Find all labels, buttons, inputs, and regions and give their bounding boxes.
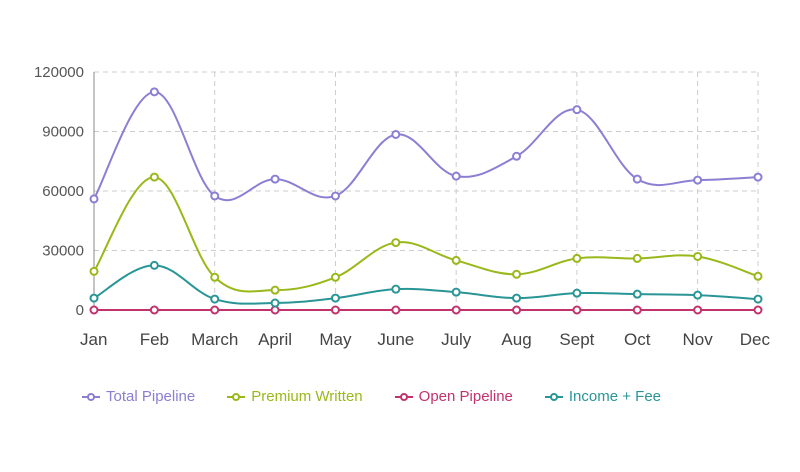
data-point-open-pipeline[interactable] [693,305,703,315]
legend-item-premium-written[interactable]: Premium Written [227,388,363,405]
x-tick-label: Sept [559,330,594,349]
x-tick-label: Dec [740,330,771,349]
data-point-premium-written[interactable] [693,251,703,261]
legend-marker-icon [544,392,563,401]
data-point-income-fee[interactable] [693,290,703,300]
data-point-total-pipeline[interactable] [330,191,340,201]
data-point-income-fee[interactable] [391,284,401,294]
x-tick-label: March [191,330,238,349]
data-point-income-fee[interactable] [512,293,522,303]
legend-label: Open Pipeline [418,388,513,405]
legend-label: Income + Fee [568,388,662,405]
data-point-total-pipeline[interactable] [512,151,522,161]
x-tick-label: June [377,330,414,349]
data-point-premium-written[interactable] [270,285,280,295]
data-point-total-pipeline[interactable] [149,87,159,97]
legend: Total Pipeline Premium Written Open Pipeli… [82,388,661,405]
series-points [89,87,763,315]
x-tick-label: May [319,330,352,349]
data-point-income-fee[interactable] [330,293,340,303]
series-line-total-pipeline [93,90,759,202]
data-point-total-pipeline[interactable] [451,171,461,181]
data-point-open-pipeline[interactable] [391,305,401,315]
data-point-open-pipeline[interactable] [89,305,99,315]
data-point-income-fee[interactable] [149,260,159,270]
data-point-open-pipeline[interactable] [753,305,763,315]
legend-item-total-pipeline[interactable]: Total Pipeline [82,388,195,405]
series-lines [93,90,759,311]
data-point-open-pipeline[interactable] [572,305,582,315]
data-point-total-pipeline[interactable] [693,175,703,185]
data-point-total-pipeline[interactable] [572,105,582,115]
data-point-premium-written[interactable] [632,253,642,263]
series-line-income-fee [93,264,759,305]
y-tick-label: 120000 [34,64,84,81]
data-point-total-pipeline[interactable] [89,194,99,204]
x-tick-label: April [258,330,292,349]
data-point-total-pipeline[interactable] [632,174,642,184]
data-point-total-pipeline[interactable] [270,174,280,184]
data-point-open-pipeline[interactable] [451,305,461,315]
legend-marker-icon [394,392,413,401]
x-tick-label: Aug [501,330,531,349]
x-tick-label: Jan [80,330,107,349]
data-point-income-fee[interactable] [572,288,582,298]
data-point-premium-written[interactable] [89,266,99,276]
data-point-income-fee[interactable] [270,298,280,308]
data-point-total-pipeline[interactable] [391,129,401,139]
series-line-premium-written [93,176,759,293]
legend-label: Total Pipeline [106,388,196,405]
y-axis-ticks: 0 30000 60000 90000 120000 [34,64,84,319]
legend-marker-icon [82,392,100,401]
grid-lines [94,71,759,310]
data-point-income-fee[interactable] [210,294,220,304]
data-point-premium-written[interactable] [512,269,522,279]
x-tick-label: July [441,330,472,349]
data-point-total-pipeline[interactable] [753,172,763,182]
data-point-income-fee[interactable] [632,289,642,299]
data-point-open-pipeline[interactable] [632,305,642,315]
legend-item-income-fee[interactable]: Income + Fee [544,388,662,405]
legend-label: Premium Written [251,388,363,405]
data-point-premium-written[interactable] [149,172,159,182]
x-tick-label: Nov [683,330,714,349]
y-tick-label: 0 [76,302,84,319]
data-point-premium-written[interactable] [210,272,220,282]
data-point-open-pipeline[interactable] [149,305,159,315]
legend-item-open-pipeline[interactable]: Open Pipeline [394,388,513,405]
data-point-income-fee[interactable] [451,287,461,297]
data-point-income-fee[interactable] [753,294,763,304]
x-tick-label: Oct [624,330,651,349]
y-tick-label: 60000 [42,183,84,200]
data-point-total-pipeline[interactable] [210,191,220,201]
data-point-premium-written[interactable] [391,238,401,248]
y-tick-label: 90000 [42,124,84,141]
legend-marker-icon [227,392,246,401]
data-point-premium-written[interactable] [753,271,763,281]
x-tick-label: Feb [140,330,169,349]
x-axis-ticks: Jan Feb March April May June July Aug Sept Oct Nov… [80,330,770,349]
data-point-premium-written[interactable] [330,272,340,282]
data-point-open-pipeline[interactable] [210,305,220,315]
data-point-premium-written[interactable] [451,255,461,265]
data-point-open-pipeline[interactable] [512,305,522,315]
y-tick-label: 30000 [42,243,84,260]
data-point-premium-written[interactable] [572,253,582,263]
data-point-income-fee[interactable] [89,293,99,303]
data-point-open-pipeline[interactable] [330,305,340,315]
